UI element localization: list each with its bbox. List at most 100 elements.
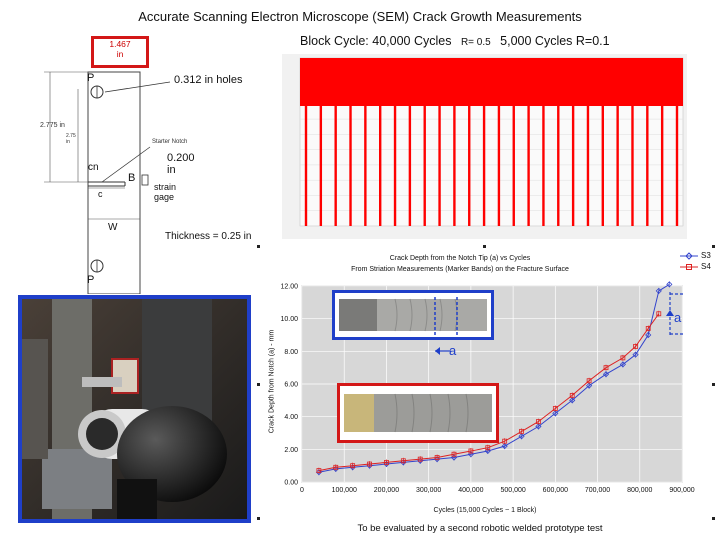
x-tick-label: 500,000 [500, 487, 525, 494]
crack-chart-title-2: From Striation Measurements (Marker Band… [351, 266, 569, 273]
holes-label: 0.312 in holes [174, 74, 243, 86]
data-point-s3 [552, 410, 559, 417]
robot-test-photo-art [22, 299, 247, 519]
strain-gage-label: strain gage [154, 182, 177, 202]
legend-s4: S4 [701, 262, 711, 271]
crack-chart-title-1: Crack Depth from the Notch Tip (a) vs Cy… [389, 255, 531, 262]
thickness-label: Thickness = 0.25 in [165, 231, 252, 242]
crack-label-a-right: a [674, 310, 682, 325]
c-label: c [98, 189, 103, 199]
data-point-s4 [536, 419, 541, 424]
data-point-s3 [655, 287, 662, 294]
data-point-s3 [645, 331, 652, 339]
top-dimension-label: 1.467 in [109, 39, 131, 59]
notch-width-label: 0.200 in [167, 152, 195, 176]
block-cycle-bar [557, 106, 560, 226]
x-tick-label: 400,000 [458, 487, 483, 494]
cn-label: cn [88, 162, 99, 173]
data-point-s3 [586, 382, 593, 389]
y-tick-label: 0.00 [284, 480, 298, 487]
height-main-label: 2.775 in [40, 122, 65, 129]
data-point-s4 [485, 445, 491, 451]
data-point-s3 [666, 281, 673, 288]
x-tick-label: 100,000 [332, 487, 357, 494]
crack-arrow-bottom [435, 347, 451, 355]
data-point-s4 [603, 365, 609, 371]
load-label-bottom: P [87, 274, 95, 286]
data-point-s4 [434, 455, 440, 460]
crack-bracket-right [666, 292, 684, 336]
data-point-s3 [518, 433, 525, 440]
x-tick-label: 700,000 [585, 487, 610, 494]
data-point-s4 [620, 355, 626, 361]
x-tick-label: 900,000 [669, 487, 694, 494]
legend-s3: S3 [701, 251, 711, 260]
x-tick-label: 800,000 [627, 487, 652, 494]
block-cycle-bar [675, 106, 679, 226]
x-tick-label: 300,000 [416, 487, 441, 494]
load-label-top: P [87, 72, 95, 84]
data-point-s4 [645, 326, 651, 331]
block-cycle-bar [393, 106, 397, 226]
data-point-s3 [619, 361, 626, 368]
block-cycle-bar [349, 106, 352, 226]
block-cycle-bar [482, 106, 486, 226]
block-cycle-bar [571, 106, 575, 226]
crack-chart-xlabel: Cycles (15,000 Cycles ~ 1 Block) [433, 507, 537, 514]
crack-chart-legend: S3 S4 [680, 250, 720, 276]
footer-note: To be evaluated by a second robotic weld… [357, 523, 603, 534]
data-point-s4 [350, 463, 356, 469]
block-cycle-bar [438, 106, 441, 226]
marker-dot [257, 383, 260, 386]
block-cycle-band [300, 58, 683, 106]
series-line-s4 [318, 313, 660, 472]
data-point-s4 [633, 344, 638, 349]
b-label: B [128, 172, 136, 184]
data-point-s3 [467, 451, 474, 458]
y-tick-label: 10.00 [280, 316, 298, 323]
data-point-s4 [417, 456, 423, 462]
block-cycle-bar [334, 106, 337, 226]
marker-dot [712, 383, 715, 386]
data-point-s3 [450, 454, 458, 461]
fracture-image-top [339, 297, 487, 337]
specimen-drawing: 1.467 in P 0.312 in holes 2.775 in 2.75 … [30, 34, 280, 294]
data-point-s4 [333, 464, 339, 470]
top-dimension-box [91, 36, 149, 68]
block-cycle-bar [601, 106, 604, 226]
block-cycle-bar [304, 106, 308, 226]
data-point-s4 [367, 461, 372, 467]
data-point-s4 [656, 311, 662, 317]
data-point-s3 [501, 443, 508, 450]
data-point-s4 [384, 459, 389, 465]
block-cycle-bar [379, 106, 382, 226]
y-tick-label: 4.00 [284, 414, 298, 421]
block-cycle-bar [468, 106, 471, 226]
data-point-s3 [535, 423, 542, 430]
data-point-s4 [519, 428, 524, 434]
block-cycle-title-b: 5,000 Cycles R=0.1 [500, 34, 610, 48]
data-point-s3 [602, 371, 610, 378]
block-cycle-bar [497, 106, 501, 226]
data-point-s4 [569, 393, 575, 398]
notch-label: Starter Notch [152, 139, 188, 145]
block-cycle-bar [423, 106, 426, 226]
y-tick-label: 8.00 [284, 349, 298, 356]
block-cycle-title: Block Cycle: 40,000 Cycles R= 0.5 5,000 … [300, 34, 610, 48]
x-tick-label: 0 [300, 487, 304, 494]
block-cycle-bar [616, 106, 619, 226]
data-point-s4 [586, 378, 592, 384]
marker-dot [257, 517, 260, 520]
data-point-s4 [316, 468, 322, 473]
specimen-outline [44, 71, 171, 294]
block-cycle-bar [527, 106, 530, 226]
y-tick-label: 6.00 [284, 382, 298, 389]
data-point-s4 [502, 438, 508, 444]
data-point-s3 [484, 447, 491, 455]
block-cycle-bar [453, 106, 456, 226]
marker-dot [483, 245, 486, 248]
data-point-s4 [552, 406, 558, 411]
marker-dot [712, 245, 715, 248]
fracture-image-bottom [344, 393, 492, 433]
x-tick-label: 600,000 [543, 487, 568, 494]
